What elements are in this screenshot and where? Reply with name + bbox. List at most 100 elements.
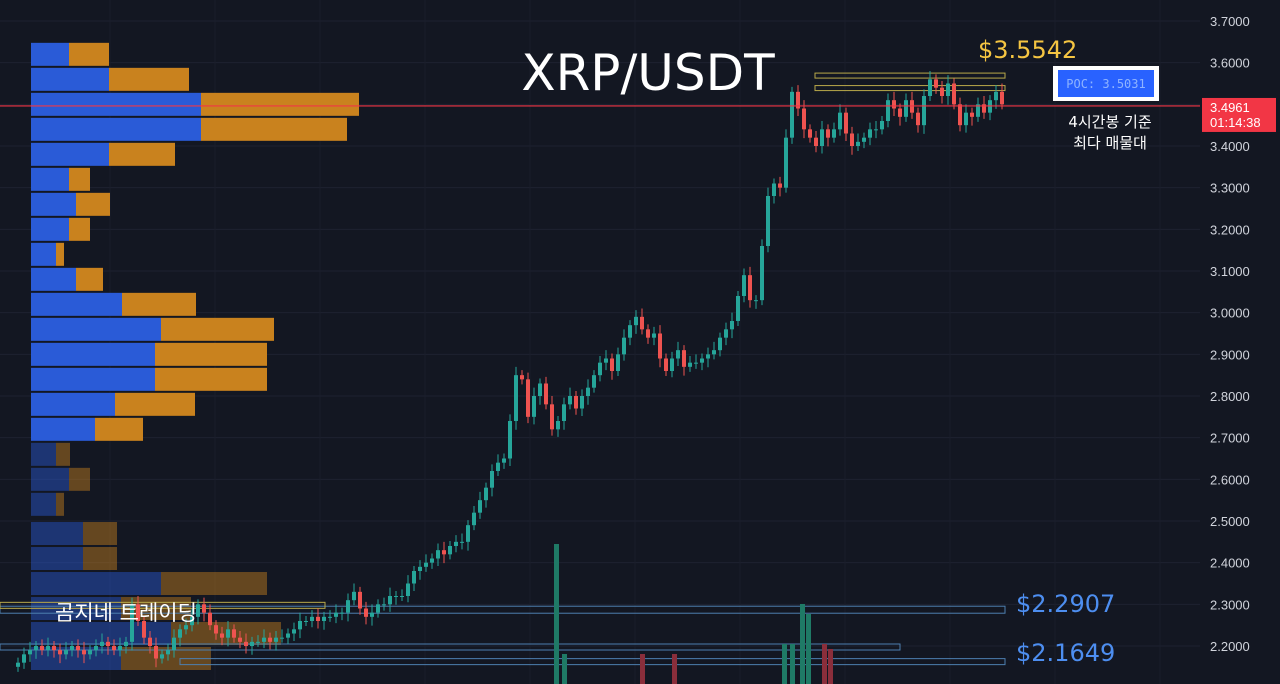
volume-profile-buy-bar bbox=[31, 142, 109, 166]
volume-profile-buy-bar bbox=[31, 167, 69, 191]
candle-body bbox=[544, 383, 548, 405]
volume-profile-buy-bar bbox=[31, 342, 155, 366]
candle-body bbox=[358, 591, 362, 609]
candle-body bbox=[550, 404, 554, 430]
candle-body bbox=[538, 383, 542, 397]
candle-body bbox=[112, 646, 116, 651]
candle-body bbox=[88, 650, 92, 655]
candle-body bbox=[670, 358, 674, 372]
candle-body bbox=[790, 91, 794, 138]
candle-body bbox=[736, 296, 740, 322]
price-tick-label: 2.7000 bbox=[1210, 431, 1250, 446]
candle-body bbox=[592, 375, 596, 388]
candle-body bbox=[640, 316, 644, 330]
candle-body bbox=[658, 333, 662, 359]
candle-body bbox=[586, 387, 590, 397]
volume-profile-buy-bar bbox=[31, 217, 69, 241]
candle-body bbox=[400, 596, 404, 598]
volume-bar bbox=[790, 644, 795, 684]
poc-label: POC: 3.5031 bbox=[1066, 77, 1145, 91]
volume-profile-buy-bar bbox=[31, 442, 56, 466]
volume-profile-sell-bar bbox=[161, 317, 274, 341]
volume-profile-sell-bar bbox=[122, 292, 196, 316]
candle-body bbox=[226, 629, 230, 638]
volume-profile-buy-bar bbox=[31, 92, 201, 116]
candle-body bbox=[892, 100, 896, 109]
candle-body bbox=[922, 96, 926, 126]
current-price-badge: 3.4961 01:14:38 bbox=[1202, 97, 1276, 132]
candle-body bbox=[568, 396, 572, 405]
candle-body bbox=[754, 300, 758, 302]
candle-body bbox=[940, 87, 944, 97]
candle-body bbox=[946, 83, 950, 97]
level-zone-lower-2 bbox=[0, 643, 901, 651]
candle-body bbox=[748, 275, 752, 301]
price-tick-label: 3.6000 bbox=[1210, 56, 1250, 71]
candle-body bbox=[616, 354, 620, 372]
candle-body bbox=[118, 646, 122, 651]
volume-bar bbox=[828, 649, 833, 684]
candle-body bbox=[418, 566, 422, 572]
candle-body bbox=[250, 641, 254, 647]
volume-profile-sell-bar bbox=[69, 167, 90, 191]
peak-zone-upper bbox=[814, 72, 1006, 79]
candle-body bbox=[268, 637, 272, 642]
candle-body bbox=[982, 104, 986, 113]
volume-profile-sell-bar bbox=[83, 522, 117, 546]
price-tick-label: 3.0000 bbox=[1210, 306, 1250, 321]
candle-body bbox=[166, 650, 170, 655]
candle-body bbox=[904, 100, 908, 117]
volume-profile-sell-bar bbox=[201, 117, 347, 141]
volume-profile-sell-bar bbox=[109, 67, 189, 91]
candle-body bbox=[364, 608, 368, 617]
candle-body bbox=[682, 350, 686, 367]
volume-bar bbox=[640, 654, 645, 684]
volume-profile-buy-bar bbox=[31, 622, 171, 646]
level-label-lower: $2.1649 bbox=[1016, 639, 1115, 667]
candle-body bbox=[406, 583, 410, 597]
candle-body bbox=[160, 654, 164, 659]
candle-body bbox=[622, 337, 626, 355]
candle-body bbox=[484, 487, 488, 501]
candle-body bbox=[634, 316, 638, 326]
volume-profile-sell-bar bbox=[69, 467, 90, 491]
candle-body bbox=[994, 91, 998, 101]
candle-body bbox=[814, 137, 818, 147]
candle-body bbox=[976, 104, 980, 117]
candle-body bbox=[238, 637, 242, 642]
candle-body bbox=[466, 525, 470, 542]
price-tick-label: 3.7000 bbox=[1210, 14, 1250, 29]
price-tick-label: 2.3000 bbox=[1210, 597, 1250, 612]
candle-body bbox=[742, 275, 746, 297]
chart-title: XRP/USDT bbox=[521, 44, 775, 102]
candle-body bbox=[322, 616, 326, 622]
candle-body bbox=[700, 358, 704, 363]
candle-body bbox=[346, 600, 350, 613]
volume-profile-sell-bar bbox=[56, 242, 64, 266]
candle-body bbox=[262, 637, 266, 642]
volume-profile-sell-bar bbox=[69, 217, 90, 241]
candle-body bbox=[142, 621, 146, 638]
candle-body bbox=[520, 375, 524, 380]
candle-body bbox=[562, 404, 566, 422]
price-tick-label: 2.9000 bbox=[1210, 347, 1250, 362]
candle-body bbox=[196, 604, 200, 617]
poc-box: POC: 3.5031 bbox=[1053, 66, 1159, 101]
level-label-upper: $2.2907 bbox=[1016, 590, 1115, 618]
candle-body bbox=[574, 396, 578, 409]
volume-profile-buy-bar bbox=[31, 467, 69, 491]
candle-body bbox=[478, 500, 482, 513]
candle-body bbox=[292, 629, 296, 634]
candle-body bbox=[148, 637, 152, 647]
candle-body bbox=[850, 133, 854, 147]
candle-body bbox=[280, 637, 284, 639]
candle-body bbox=[730, 321, 734, 330]
candle-body bbox=[430, 558, 434, 563]
candle-body bbox=[784, 137, 788, 188]
current-price-value: 3.4961 bbox=[1210, 100, 1250, 115]
level-zones bbox=[0, 72, 1006, 666]
candle-body bbox=[556, 421, 560, 430]
candle-body bbox=[508, 421, 512, 459]
candle-body bbox=[274, 637, 278, 642]
